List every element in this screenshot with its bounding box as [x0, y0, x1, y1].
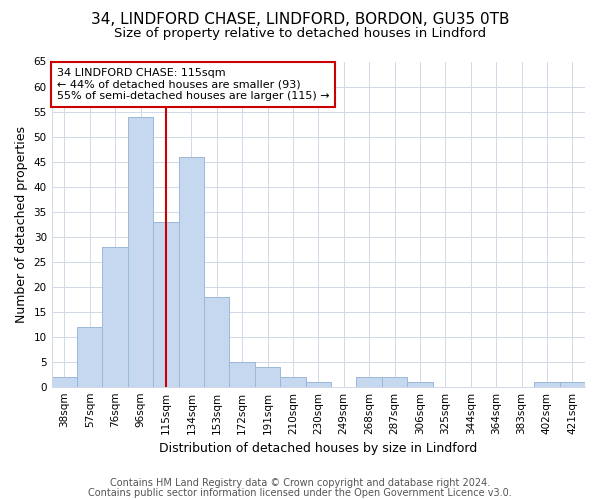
Text: Contains HM Land Registry data © Crown copyright and database right 2024.: Contains HM Land Registry data © Crown c… [110, 478, 490, 488]
Text: Contains public sector information licensed under the Open Government Licence v3: Contains public sector information licen… [88, 488, 512, 498]
Bar [229, 362, 255, 386]
Text: Size of property relative to detached houses in Lindford: Size of property relative to detached ho… [114, 28, 486, 40]
Bar [103, 246, 128, 386]
Bar [52, 376, 77, 386]
Bar [204, 296, 229, 386]
Y-axis label: Number of detached properties: Number of detached properties [15, 126, 28, 322]
Text: 34, LINDFORD CHASE, LINDFORD, BORDON, GU35 0TB: 34, LINDFORD CHASE, LINDFORD, BORDON, GU… [91, 12, 509, 28]
Bar [407, 382, 433, 386]
Bar [153, 222, 179, 386]
Bar [382, 376, 407, 386]
X-axis label: Distribution of detached houses by size in Lindford: Distribution of detached houses by size … [159, 442, 478, 455]
Bar [255, 366, 280, 386]
Text: 34 LINDFORD CHASE: 115sqm
← 44% of detached houses are smaller (93)
55% of semi-: 34 LINDFORD CHASE: 115sqm ← 44% of detac… [57, 68, 329, 101]
Bar [356, 376, 382, 386]
Bar [77, 326, 103, 386]
Bar [534, 382, 560, 386]
Bar [560, 382, 585, 386]
Bar [280, 376, 305, 386]
Bar [305, 382, 331, 386]
Bar [179, 156, 204, 386]
Bar [128, 116, 153, 386]
